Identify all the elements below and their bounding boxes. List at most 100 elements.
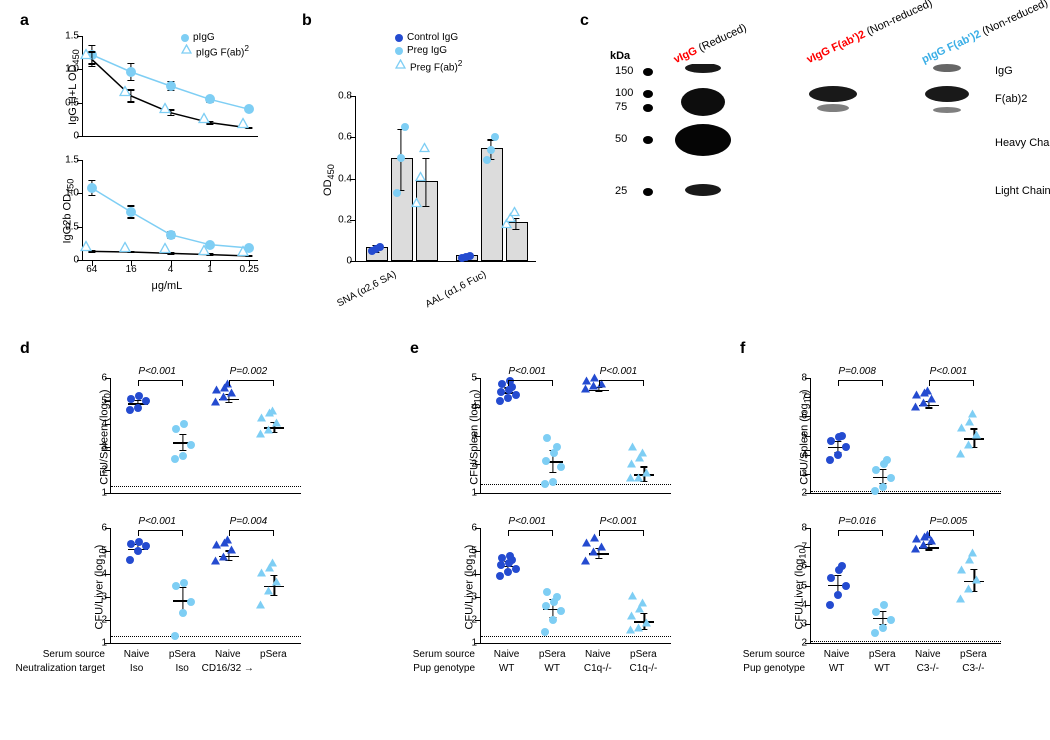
marker-triangle	[86, 54, 98, 65]
data-point	[497, 388, 505, 396]
data-point	[142, 542, 150, 550]
data-point	[594, 538, 605, 551]
data-point	[401, 123, 409, 131]
category-label: pSera	[960, 649, 987, 660]
marker-triangle	[125, 91, 137, 102]
row-label: Serum source	[10, 649, 105, 660]
data-point	[553, 593, 561, 601]
mw-label: 75	[615, 101, 627, 113]
data-point	[838, 432, 846, 440]
data-point	[273, 563, 284, 576]
band-label: Light Chain	[995, 185, 1050, 197]
data-point	[834, 451, 842, 459]
data-point	[487, 146, 495, 154]
data-point	[417, 203, 428, 216]
panel-label-a: a	[20, 12, 29, 30]
pvalue-label: P<0.001	[600, 366, 638, 377]
y-axis-title: IgG H+L OD450	[67, 49, 81, 125]
pvalue-bracket	[138, 530, 184, 531]
data-point	[880, 601, 888, 609]
data-point	[135, 538, 143, 546]
data-point	[512, 565, 520, 573]
data-point	[425, 147, 436, 160]
y-axis-title: CFU/Spleen (log10)	[99, 389, 113, 484]
data-point	[842, 582, 850, 590]
legend: pIgGpIgG F(ab)2	[181, 32, 249, 58]
kda-label: kDa	[610, 50, 630, 62]
data-point	[261, 604, 272, 617]
lane-header: vIgG F(ab')2 (Non-reduced)	[805, 0, 934, 66]
data-point	[187, 598, 195, 606]
data-point	[421, 176, 432, 189]
data-point	[466, 252, 474, 260]
data-point	[142, 397, 150, 405]
data-point	[542, 602, 550, 610]
category-label: pSera	[630, 649, 657, 660]
data-point	[973, 552, 984, 565]
row-label: Pup genotype	[380, 663, 475, 674]
pvalue-label: P=0.002	[230, 366, 268, 377]
data-point	[871, 629, 879, 637]
data-point	[126, 406, 134, 414]
legend-label: pIgG F(ab)2	[196, 43, 249, 58]
data-point	[826, 601, 834, 609]
y-axis-title: CFU/Liver (log10)	[463, 544, 477, 629]
scatter-chart: 2345678P=0.008P<0.001	[810, 378, 1001, 494]
error-bar	[183, 434, 184, 451]
data-point	[397, 154, 405, 162]
pvalue-bracket	[929, 530, 975, 531]
pvalue-bracket	[599, 530, 645, 531]
category-label: WT	[829, 663, 845, 674]
data-point	[541, 480, 549, 488]
data-point	[171, 455, 179, 463]
data-point	[134, 404, 142, 412]
category-label: Naive	[915, 649, 941, 660]
mw-marker	[643, 104, 653, 112]
pvalue-label: P<0.001	[600, 516, 638, 527]
category-label: Naive	[124, 649, 150, 660]
data-point	[633, 446, 644, 459]
mw-label: 150	[615, 65, 633, 77]
data-point	[977, 435, 988, 448]
data-point	[887, 474, 895, 482]
marker-triangle	[204, 117, 216, 128]
pvalue-label: P<0.001	[930, 366, 968, 377]
pvalue-label: P<0.001	[508, 516, 546, 527]
x-axis-title: μg/mL	[152, 280, 183, 292]
mw-label: 50	[615, 133, 627, 145]
data-point	[171, 632, 179, 640]
data-point	[273, 411, 284, 424]
pvalue-bracket	[229, 380, 275, 381]
y-axis-title: OD450	[322, 164, 336, 196]
lane-header: vIgG (Reduced)	[672, 22, 749, 66]
pvalue-label: P<0.001	[508, 366, 546, 377]
bar	[416, 181, 438, 261]
data-point	[549, 616, 557, 624]
data-point	[127, 395, 135, 403]
data-point	[180, 420, 188, 428]
data-point	[504, 394, 512, 402]
marker-circle	[244, 104, 254, 114]
category-label: pSera	[260, 649, 287, 660]
category-label: pSera	[169, 649, 196, 660]
marker-triangle	[165, 248, 177, 259]
pvalue-bracket	[599, 380, 645, 381]
category-label: Iso	[130, 663, 143, 674]
pvalue-label: P=0.008	[838, 366, 876, 377]
scatter-chart: 123456P<0.001P<0.001	[480, 528, 671, 644]
legend: Control IgGPreg IgGPreg F(ab)2	[395, 32, 462, 75]
data-point	[497, 561, 505, 569]
data-point	[973, 414, 984, 427]
mw-marker	[643, 188, 653, 196]
category-label: Naive	[494, 649, 520, 660]
marker-circle	[166, 81, 176, 91]
y-axis-title: CFU/Spleen (log10)	[469, 389, 483, 484]
data-point	[872, 466, 880, 474]
pvalue-bracket	[229, 530, 275, 531]
data-point	[647, 472, 658, 485]
category-label: C3-/-	[962, 663, 984, 674]
data-point	[557, 463, 565, 471]
mw-marker	[643, 68, 653, 76]
data-point	[498, 380, 506, 388]
category-label: Naive	[585, 649, 611, 660]
